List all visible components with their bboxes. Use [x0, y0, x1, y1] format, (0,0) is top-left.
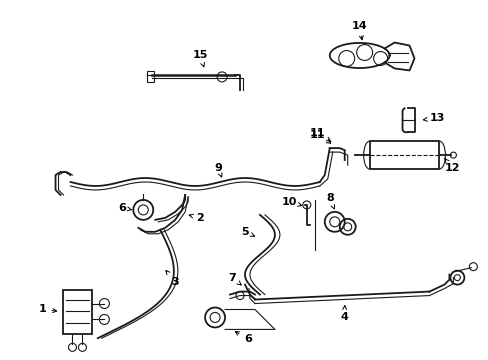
Bar	[62, 289, 92, 334]
Text: 13: 13	[423, 113, 444, 123]
Bar	[369, 141, 439, 169]
Text: 15: 15	[192, 50, 207, 67]
Text: 11: 11	[309, 130, 330, 143]
Text: 9: 9	[214, 163, 222, 177]
Text: 12: 12	[444, 158, 459, 173]
Text: 6: 6	[118, 203, 132, 213]
Text: 8: 8	[325, 193, 334, 209]
Text: 3: 3	[165, 270, 179, 287]
Text: 2: 2	[189, 213, 203, 223]
Text: 14: 14	[351, 21, 367, 40]
Text: 7: 7	[228, 273, 241, 285]
Text: 10: 10	[282, 197, 301, 207]
Text: 4: 4	[340, 306, 348, 323]
Text: 5: 5	[241, 227, 254, 237]
Bar	[147, 71, 154, 82]
Text: 6: 6	[235, 332, 251, 345]
Text: 1: 1	[39, 305, 57, 315]
Text: 11: 11	[309, 128, 330, 141]
